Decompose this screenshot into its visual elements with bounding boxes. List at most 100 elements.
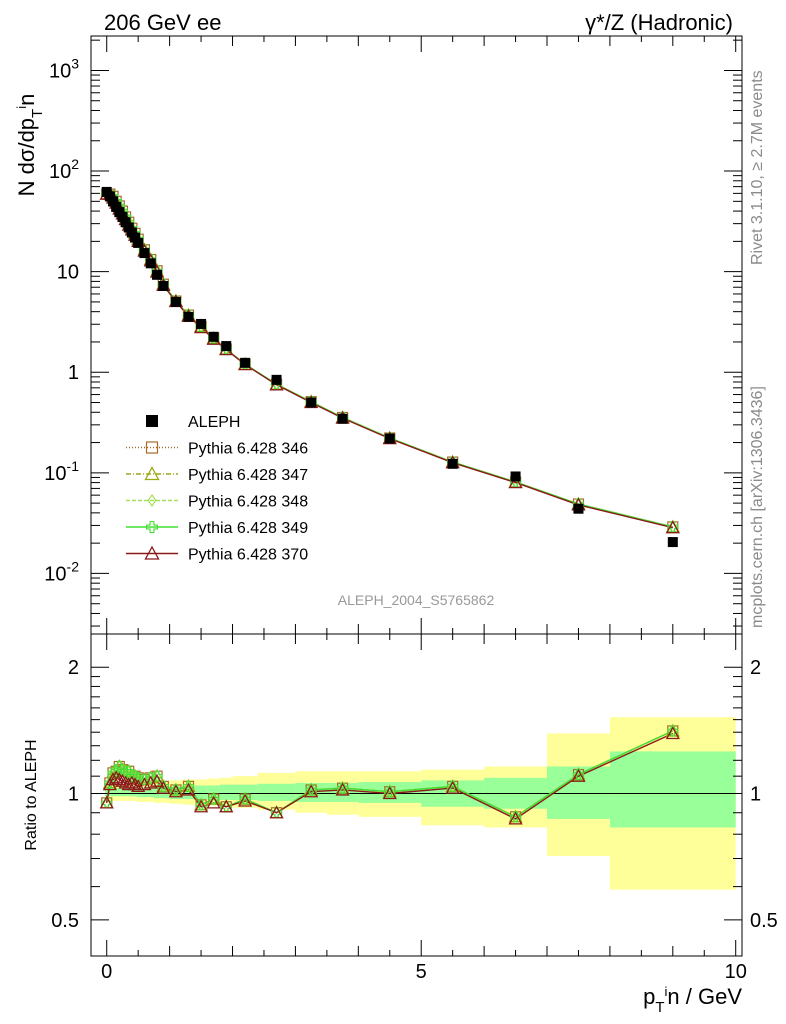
data-point-aleph	[384, 433, 395, 444]
ratio-marker-pythia-5	[304, 784, 319, 798]
data-point-aleph	[108, 196, 119, 207]
data-point-aleph	[183, 311, 194, 322]
ratio-band-inner	[130, 788, 134, 797]
legend: ALEPH Pythia 6.428 346 Pythia 6.428 347 Pyt…	[126, 414, 308, 564]
x-tick-label: 10	[725, 961, 747, 983]
ratio-marker-pythia-5	[219, 799, 234, 813]
ratio-band-inner	[108, 788, 112, 797]
ratio-marker-pythia-5	[445, 780, 460, 794]
ratio-y-axis-title: Ratio to ALEPH	[23, 739, 40, 850]
data-point-aleph	[510, 471, 521, 482]
data-point-aleph	[152, 269, 163, 280]
ratio-marker-pythia-5	[193, 799, 209, 813]
legend-label: Pythia 6.428 348	[188, 494, 308, 511]
ratio-panel-ticks: 0.5 0.5 1 1 2 2 0 5 10	[51, 634, 778, 983]
legend-marker	[145, 441, 159, 454]
data-point-aleph	[271, 374, 282, 385]
data-point-aleph	[667, 537, 678, 548]
ratio-marker-pythia-5	[571, 768, 586, 782]
data-point-aleph	[170, 296, 181, 307]
data-point-aleph	[196, 318, 207, 329]
ratio-band-inner	[141, 787, 148, 798]
data-point-aleph	[139, 248, 150, 259]
analysis-id-label: ALEPH_2004_S5765862	[338, 592, 495, 608]
data-point-aleph	[240, 357, 251, 368]
ratio-marker-pythia-5	[99, 795, 114, 809]
ratio-marker-pythia-5	[382, 786, 397, 800]
ratio-marker-pythia-4	[182, 780, 195, 792]
x-tick-label: 0	[101, 961, 112, 983]
data-point-aleph	[126, 227, 137, 238]
ratio-y-tick-label-left: 1	[68, 784, 79, 806]
header-right-label: γ*/Z (Hadronic)	[585, 10, 733, 35]
legend-marker	[145, 520, 159, 534]
main-y-tick-label: 10-2	[44, 558, 79, 585]
header-left-label: 206 GeV ee	[104, 10, 221, 35]
ratio-marker-pythia-5	[269, 805, 284, 819]
ratio-y-tick-label-left: 0.5	[51, 910, 79, 932]
main-y-tick-label: 10	[57, 262, 79, 284]
ratio-band-inner	[117, 788, 121, 797]
legend-label: Pythia 6.428 346	[188, 441, 308, 458]
ratio-marker-pythia-5	[127, 777, 143, 791]
ratio-marker-pythia-5	[115, 773, 130, 787]
ratio-band-inner	[114, 788, 118, 797]
ratio-marker-pythia-5	[109, 770, 124, 784]
legend-label: Pythia 6.428 347	[188, 467, 308, 484]
rivet-version-label: Rivet 3.1.10, ≥ 2.7M events	[749, 70, 766, 265]
legend-marker	[144, 545, 160, 560]
legend-label: Pythia 6.428 349	[188, 520, 308, 537]
ratio-y-tick-label-left: 2	[68, 657, 79, 679]
ratio-marker-pythia-5	[156, 780, 171, 794]
main-marker-pythia-5	[665, 520, 680, 534]
ratio-y-tick-label-right: 2	[750, 657, 761, 679]
data-point-aleph	[447, 458, 458, 469]
ratio-panel-frame	[90, 633, 743, 957]
ratio-band-inner	[133, 788, 137, 797]
ratio-marker-pythia-5	[181, 782, 196, 796]
data-point-aleph	[221, 341, 232, 352]
mcplots-reference-label: mcplots.cern.ch [arXiv:1306.3436]	[749, 386, 766, 628]
data-point-aleph	[208, 331, 219, 342]
ratio-y-tick-label-right: 1	[750, 784, 761, 806]
ratio-marker-pythia-5	[665, 726, 680, 740]
ratio-band-inner	[147, 787, 154, 798]
legend-marker	[144, 466, 160, 481]
ratio-band-inner	[219, 784, 233, 801]
x-axis-title: pTin / GeV	[643, 984, 742, 1016]
legend-marker	[146, 415, 158, 427]
data-point-aleph	[120, 217, 131, 228]
main-panel-frame	[90, 35, 743, 635]
ratio-marker-pythia-5	[206, 795, 221, 809]
ratio-band-inner	[105, 788, 109, 797]
data-point-aleph	[158, 280, 169, 291]
data-point-aleph	[306, 397, 317, 408]
ratio-band-inner	[111, 788, 115, 797]
ratio-marker-pythia-5	[149, 773, 165, 787]
ratio-panel-series	[99, 723, 680, 825]
ratio-band-inner	[160, 786, 170, 799]
data-point-aleph	[111, 201, 122, 212]
data-point-aleph	[145, 258, 156, 269]
ratio-band-inner	[136, 787, 142, 798]
ratio-band-inner	[120, 788, 125, 797]
ratio-marker-pythia-5	[168, 784, 184, 798]
main-panel-series	[99, 186, 680, 548]
ratio-band-inner	[257, 783, 296, 801]
main-y-tick-label: 103	[49, 55, 79, 82]
data-point-aleph	[573, 503, 584, 514]
main-marker-pythia-5	[508, 475, 523, 489]
ratio-marker-pythia-4	[151, 770, 163, 782]
main-y-tick-label: 10-1	[44, 458, 79, 485]
x-tick-label: 5	[416, 961, 427, 983]
main-y-tick-label: 1	[68, 362, 79, 384]
data-point-aleph	[117, 211, 128, 222]
ratio-band-inner	[124, 788, 128, 797]
ratio-band-inner	[153, 786, 161, 799]
ratio-marker-pythia-4	[208, 793, 220, 805]
ratio-marker-pythia-4	[667, 725, 679, 737]
ratio-marker-pythia-5	[124, 775, 139, 789]
